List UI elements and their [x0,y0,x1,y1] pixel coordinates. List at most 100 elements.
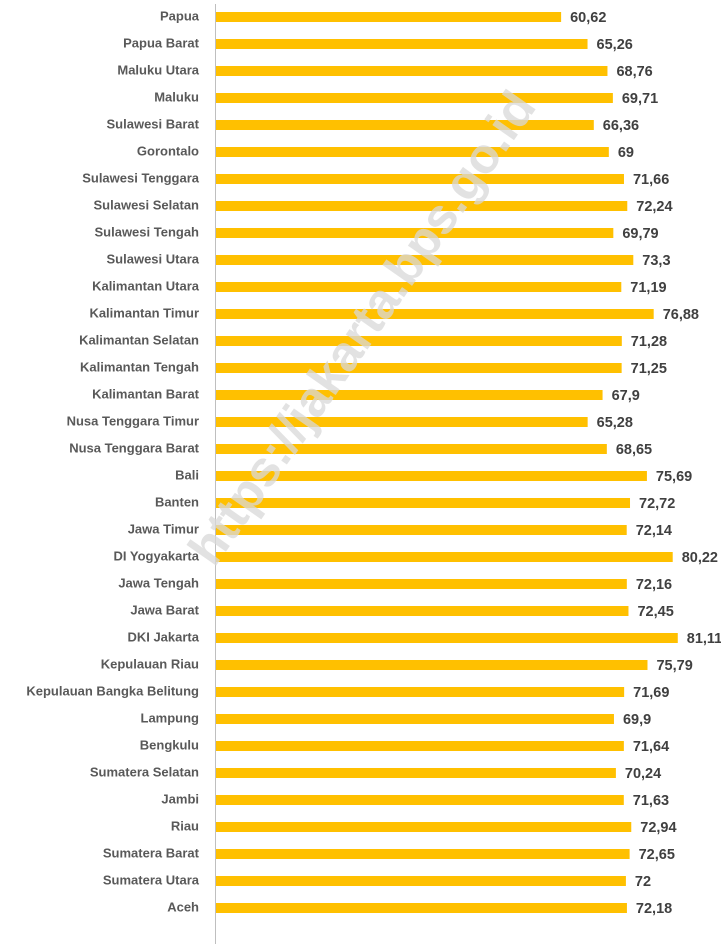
category-label: Kepulauan Riau [101,656,199,671]
category-label: Sulawesi Barat [107,116,200,131]
category-label: Sumatera Barat [103,845,200,860]
value-label: 71,63 [633,793,669,809]
value-label: 68,65 [616,442,652,458]
bar [216,633,678,643]
category-label: Papua Barat [123,35,200,50]
value-label: 72,72 [639,496,675,512]
bar [216,201,628,211]
bar [216,741,624,751]
bar [216,255,634,265]
category-label: Bengkulu [140,737,199,752]
bar [216,822,632,832]
value-label: 80,22 [682,550,718,566]
bar [216,498,631,508]
category-label: Nusa Tenggara Timur [67,413,199,428]
value-label: 73,3 [642,253,670,269]
value-label: 75,79 [656,658,692,674]
category-label: Sulawesi Selatan [94,197,200,212]
category-label: Aceh [167,899,199,914]
value-label: 66,36 [603,118,639,134]
value-label: 72,16 [636,577,672,593]
bar [216,444,607,454]
bar [216,471,647,481]
bar [216,336,622,346]
category-label: Sulawesi Tenggara [82,170,200,185]
value-label: 72,65 [639,847,675,863]
category-label: Riau [171,818,199,833]
category-label: DI Yogyakarta [113,548,199,563]
category-label: Sumatera Selatan [90,764,199,779]
value-label: 65,26 [597,37,633,53]
bar [216,876,626,886]
bar [216,579,627,589]
value-label: 81,11 [687,631,721,647]
bar [216,795,624,805]
bar [216,417,588,427]
value-label: 76,88 [663,307,699,323]
value-label: 69,71 [622,91,658,107]
category-label: Papua [160,8,200,23]
bar [216,660,648,670]
value-label: 60,62 [570,10,606,26]
bar [216,390,603,400]
value-label: 72 [635,874,651,890]
value-label: 72,24 [636,199,672,215]
category-label: Bali [175,467,199,482]
category-label: Kalimantan Timur [89,305,199,320]
category-label: Jawa Timur [128,521,199,536]
bar [216,147,609,157]
bar [216,687,625,697]
category-label: Jawa Tengah [118,575,199,590]
value-label: 67,9 [612,388,640,404]
value-label: 72,45 [637,604,673,620]
value-label: 71,64 [633,739,669,755]
category-label: Jambi [161,791,199,806]
category-label: Kalimantan Tengah [80,359,199,374]
bar [216,228,614,238]
bar [216,606,629,616]
bar [216,525,627,535]
value-label: 65,28 [597,415,633,431]
value-label: 71,69 [633,685,669,701]
category-label: Nusa Tenggara Barat [69,440,199,455]
category-label: Kalimantan Selatan [79,332,199,347]
value-label: 69,79 [622,226,658,242]
value-label: 72,18 [636,901,672,917]
category-label: Gorontalo [137,143,199,158]
value-label: 71,19 [630,280,666,296]
category-label: Maluku Utara [117,62,199,77]
value-label: 71,66 [633,172,669,188]
category-label: Maluku [154,89,199,104]
bar [216,174,624,184]
value-label: 75,69 [656,469,692,485]
bar [216,768,616,778]
value-label: 69 [618,145,634,161]
value-label: 72,94 [640,820,676,836]
category-label: Jawa Barat [130,602,199,617]
value-label: 70,24 [625,766,661,782]
bar [216,282,622,292]
category-label: Sumatera Utara [103,872,200,887]
value-label: 69,9 [623,712,651,728]
category-label: Kalimantan Barat [92,386,200,401]
bar [216,903,627,913]
bar [216,120,594,130]
category-label: Kalimantan Utara [92,278,200,293]
bar [216,66,608,76]
bar [216,714,614,724]
value-label: 68,76 [616,64,652,80]
bar [216,93,613,103]
bar [216,849,630,859]
category-label: Banten [155,494,199,509]
category-label: Sulawesi Tengah [94,224,199,239]
bar [216,12,562,22]
category-label: Sulawesi Utara [107,251,200,266]
bar [216,363,622,373]
bar [216,309,654,319]
value-label: 72,14 [636,523,672,539]
bar [216,552,673,562]
category-label: DKI Jakarta [127,629,199,644]
value-label: 71,25 [631,361,667,377]
category-label: Lampung [141,710,200,725]
